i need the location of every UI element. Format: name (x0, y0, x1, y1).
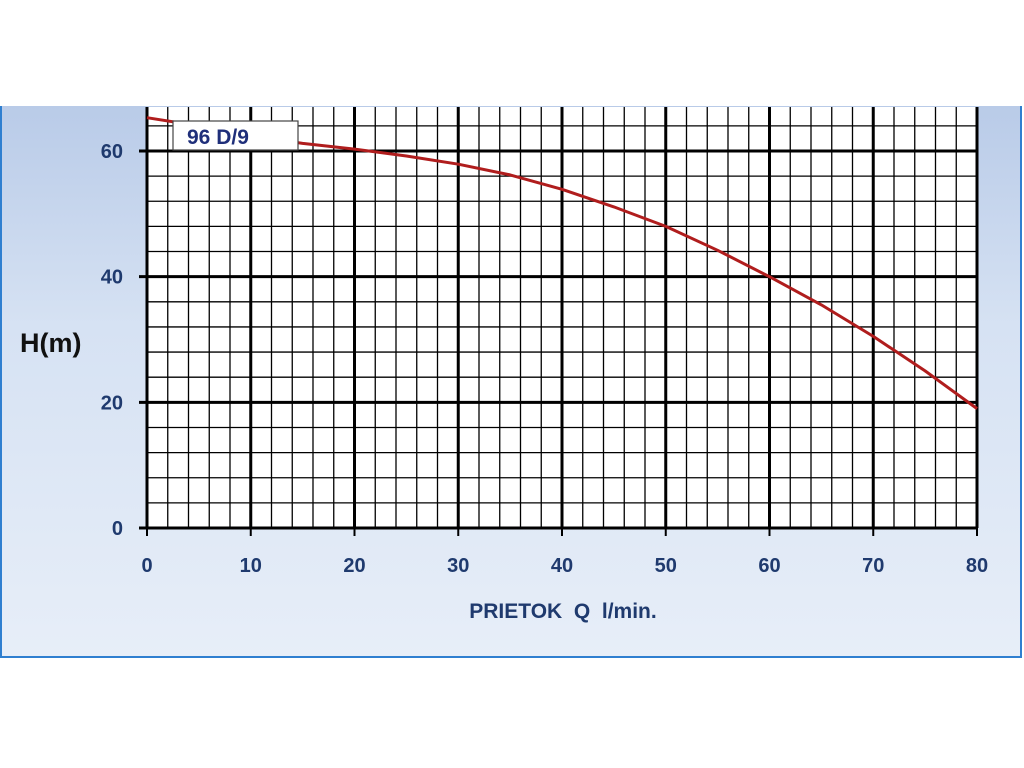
x-tick-label: 60 (758, 555, 780, 577)
legend-box (172, 120, 299, 151)
y-tick-label: 0 (112, 518, 123, 540)
x-tick-label: 40 (551, 555, 573, 577)
x-tick-label: 80 (966, 555, 988, 577)
y-tick-label: 40 (101, 267, 123, 289)
x-tick-label: 0 (141, 555, 152, 577)
x-tick-label: 20 (343, 555, 365, 577)
x-tick-label: 30 (447, 555, 469, 577)
x-tick-label: 50 (655, 555, 677, 577)
legend-label: 96 D/9 (187, 126, 249, 149)
x-tick-label: 10 (240, 555, 262, 577)
x-axis-title: PRIETOK Q l/min. (469, 600, 656, 623)
y-tick-label: 20 (101, 392, 123, 414)
y-axis-title: H(m) (20, 328, 82, 358)
x-tick-label: 70 (862, 555, 884, 577)
y-tick-label: 60 (101, 141, 123, 163)
